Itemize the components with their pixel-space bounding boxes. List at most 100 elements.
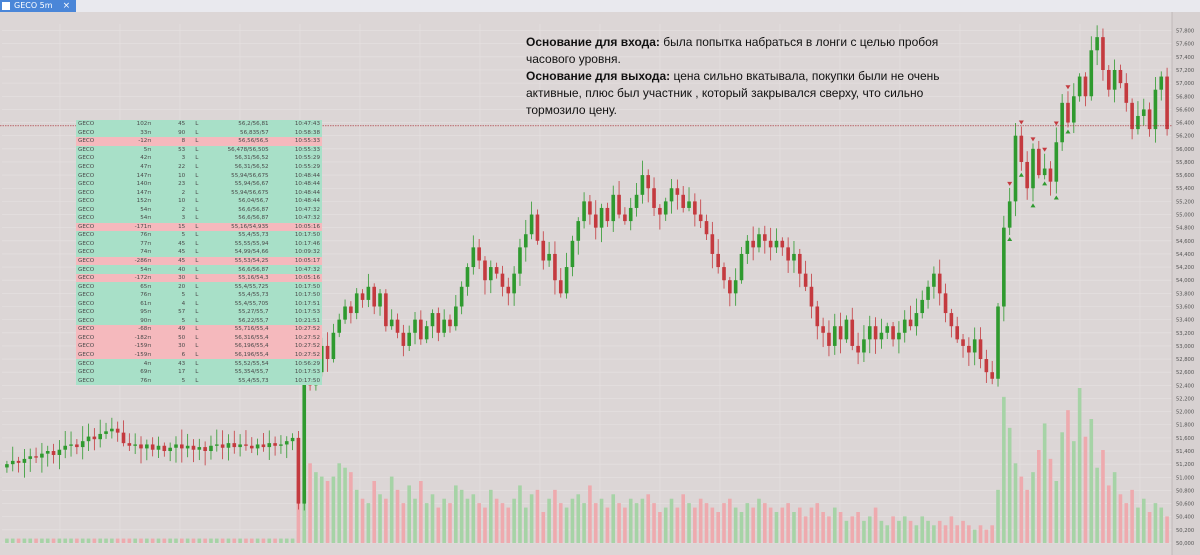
volume-bar bbox=[384, 498, 388, 543]
candle bbox=[401, 332, 406, 346]
volume-bar bbox=[16, 538, 21, 543]
trade-cell-time: 10:48:44 bbox=[270, 188, 322, 197]
trade-cell-qty: 77п bbox=[103, 239, 153, 249]
volume-bar bbox=[325, 481, 330, 543]
trade-row: GECO 47п 22 L 56,31/56,52 10:55:29 bbox=[76, 162, 322, 172]
trade-cell-ticker: GECO bbox=[76, 376, 104, 385]
candle bbox=[1159, 76, 1164, 90]
trade-cell-time: 10:05:16 bbox=[270, 222, 322, 232]
candle bbox=[652, 188, 656, 208]
volume-bar bbox=[174, 538, 178, 543]
trade-cell-n: 45 bbox=[152, 256, 188, 266]
candle bbox=[80, 441, 85, 448]
volume-bar bbox=[28, 538, 33, 543]
volume-bar bbox=[378, 494, 382, 543]
candle bbox=[576, 221, 581, 241]
volume-bar bbox=[424, 503, 429, 543]
trade-cell-price: 55,94/56,675 bbox=[206, 188, 271, 197]
trade-row: GECO -172п 30 L 55,16/54,3 10:05:16 bbox=[76, 273, 322, 283]
close-icon[interactable]: × bbox=[62, 1, 71, 11]
trade-cell-qty: 76п bbox=[103, 290, 153, 300]
candle bbox=[1124, 83, 1129, 103]
volume-bar bbox=[296, 481, 301, 543]
volume-bar bbox=[716, 512, 720, 543]
volume-bar bbox=[623, 507, 627, 543]
trade-cell-side: L bbox=[187, 256, 207, 266]
candle bbox=[792, 253, 796, 261]
trade-cell-side: L bbox=[187, 222, 207, 232]
candle bbox=[500, 273, 505, 287]
candle bbox=[704, 221, 709, 235]
volume-bar bbox=[902, 516, 907, 543]
candle bbox=[879, 332, 884, 340]
trade-cell-n: 43 bbox=[152, 359, 188, 368]
volume-bar bbox=[145, 538, 149, 543]
candle bbox=[104, 431, 108, 434]
trade-cell-time: 10:27:52 bbox=[270, 350, 322, 360]
y-tick-label: 57,800 bbox=[1176, 29, 1194, 35]
volume-bar bbox=[1060, 432, 1064, 543]
candle bbox=[897, 332, 901, 340]
candle bbox=[115, 428, 120, 433]
y-tick-label: 53,600 bbox=[1176, 304, 1194, 310]
trade-cell-ticker: GECO bbox=[76, 316, 104, 326]
y-tick-label: 55,400 bbox=[1176, 186, 1194, 192]
trade-cell-time: 10:17:50 bbox=[270, 290, 322, 300]
chart-icon bbox=[2, 2, 10, 10]
trade-cell-qty: -182п bbox=[103, 333, 153, 343]
volume-bar bbox=[588, 485, 592, 543]
y-tick-label: 53,000 bbox=[1176, 344, 1194, 350]
volume-bar bbox=[634, 503, 639, 543]
candle bbox=[1106, 69, 1111, 90]
candle bbox=[180, 444, 184, 449]
volume-bar bbox=[745, 503, 750, 543]
trade-cell-time: 10:05:17 bbox=[270, 256, 322, 266]
trade-cell-n: 17 bbox=[152, 367, 188, 377]
volume-bar bbox=[640, 498, 645, 543]
candle bbox=[1141, 109, 1146, 116]
candle bbox=[378, 293, 382, 307]
candle bbox=[22, 458, 27, 463]
sell-marker bbox=[1042, 147, 1048, 152]
volume-bar bbox=[115, 538, 120, 543]
trade-cell-price: 55,354/55,7 bbox=[206, 367, 271, 377]
candle bbox=[162, 445, 167, 452]
trade-cell-qty: 33п bbox=[103, 128, 153, 138]
candle bbox=[547, 253, 551, 261]
volume-bar bbox=[920, 516, 925, 543]
trade-cell-n: 30 bbox=[152, 342, 188, 351]
candle bbox=[57, 449, 62, 455]
chart-tab[interactable]: GECO 5m × bbox=[0, 0, 77, 12]
candle bbox=[518, 247, 522, 274]
y-tick-label: 50,000 bbox=[1176, 541, 1194, 547]
candle bbox=[593, 214, 598, 228]
volume-bar bbox=[1066, 410, 1070, 543]
candle bbox=[838, 326, 843, 340]
candle bbox=[908, 319, 913, 327]
trade-cell-time: 10:48:44 bbox=[270, 179, 322, 189]
volume-bar bbox=[611, 494, 616, 543]
volume-bar bbox=[937, 520, 942, 543]
volume-bar bbox=[127, 538, 132, 543]
trade-cell-price: 55,94/56,675 bbox=[206, 171, 271, 180]
volume-bar bbox=[51, 538, 56, 543]
trade-cell-time: 10:17:53 bbox=[270, 367, 322, 377]
candle bbox=[1071, 96, 1076, 123]
candle bbox=[996, 306, 1000, 379]
price-axis-panel bbox=[1172, 12, 1200, 555]
trade-cell-price: 55,4/55,73 bbox=[206, 376, 271, 385]
candle bbox=[1130, 102, 1134, 130]
volume-bar bbox=[249, 538, 254, 543]
volume-bar bbox=[203, 538, 207, 543]
trade-cell-time: 10:55:33 bbox=[270, 145, 322, 155]
trade-cell-side: L bbox=[187, 316, 207, 326]
candle bbox=[739, 253, 744, 281]
trade-cell-side: L bbox=[187, 162, 207, 172]
trade-cell-qty: 90п bbox=[103, 316, 153, 326]
candle bbox=[69, 444, 73, 446]
trade-cell-qty: 140п bbox=[103, 179, 153, 189]
candle bbox=[430, 313, 435, 327]
volume-bar bbox=[214, 538, 219, 543]
y-tick-label: 52,200 bbox=[1176, 396, 1194, 402]
candle bbox=[407, 332, 411, 346]
